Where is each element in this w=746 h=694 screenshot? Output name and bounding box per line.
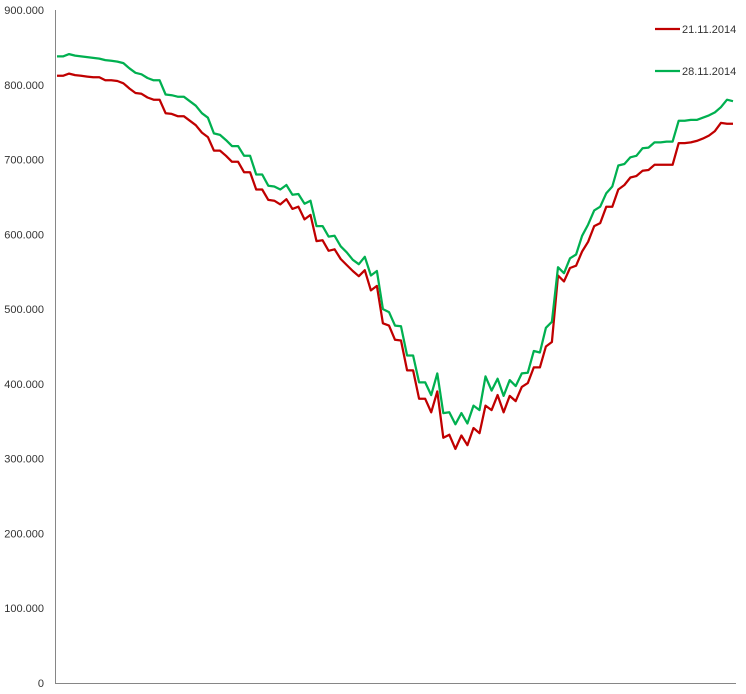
legend-label: 21.11.2014	[682, 24, 736, 36]
y-tick-label: 500.000	[4, 304, 44, 316]
y-tick-label: 100.000	[4, 603, 44, 615]
y-tick-label: 0	[38, 678, 44, 690]
axes	[55, 10, 736, 684]
series-line-1	[57, 72, 733, 451]
y-tick-label: 700.000	[4, 155, 44, 167]
series-line-2	[57, 52, 734, 426]
legend: 21.11.2014 28.11.2014	[655, 24, 736, 78]
y-tick-label: 900.000	[4, 5, 44, 17]
y-tick-label: 300.000	[4, 454, 44, 466]
legend-label: 28.11.2014	[682, 66, 736, 78]
y-tick-labels: 0 100.000 200.000 300.000 400.000 500.000 600.…	[4, 5, 44, 690]
y-tick-label: 600.000	[4, 229, 44, 241]
y-tick-label: 400.000	[4, 379, 44, 391]
y-tick-label: 800.000	[4, 80, 44, 92]
series-lines	[57, 52, 734, 451]
y-tick-label: 200.000	[4, 528, 44, 540]
